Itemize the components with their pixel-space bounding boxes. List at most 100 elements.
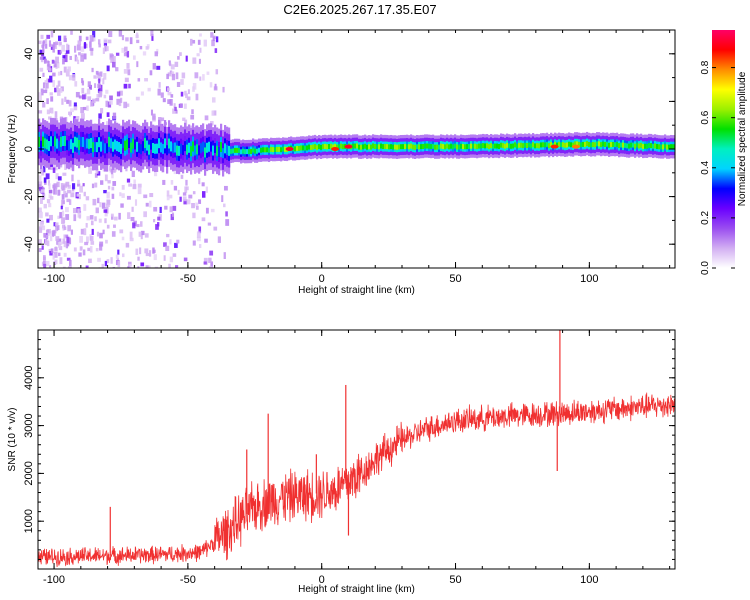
heatmap-band-cell [486, 143, 489, 149]
heatmap-band-cell [438, 144, 441, 150]
heatmap-band-cell [476, 144, 479, 150]
heatmap-noise-cell [50, 96, 54, 102]
heatmap-noise-cell [70, 108, 74, 113]
heatmap-band-cell [364, 143, 367, 149]
heatmap-noise-cell [94, 83, 97, 88]
heatmap-x-tick-label: 0 [319, 273, 325, 285]
heatmap-noise-cell [151, 33, 154, 41]
heatmap-band-cell [466, 144, 469, 150]
heatmap-noise-cell [132, 222, 136, 229]
heatmap-noise-cell [82, 94, 86, 100]
heatmap-noise-cell [80, 106, 85, 114]
heatmap-noise-cell [169, 206, 173, 213]
heatmap-noise-cell [107, 185, 111, 190]
heatmap-band-cell [376, 144, 379, 150]
heatmap-peak [331, 147, 340, 151]
heatmap-band-cell [368, 144, 371, 150]
heatmap-band-cell [116, 141, 119, 152]
heatmap-noise-cell [76, 193, 80, 197]
heatmap-noise-cell [136, 61, 139, 68]
heatmap-noise-cell [99, 241, 104, 247]
heatmap-noise-cell [149, 193, 154, 198]
heatmap-noise-cell [92, 198, 97, 206]
heatmap-noise-cell [95, 169, 99, 174]
heatmap-band-cell [444, 144, 447, 150]
heatmap-band-cell [578, 141, 581, 147]
heatmap-noise-cell [55, 236, 60, 241]
heatmap-band-cell [220, 142, 223, 153]
heatmap-noise-cell [47, 180, 51, 186]
heatmap-noise-cell [62, 238, 66, 244]
heatmap-noise-cell [110, 257, 113, 264]
snr-series-line [38, 392, 675, 568]
heatmap-noise-cell [185, 55, 188, 62]
heatmap-noise-cell [42, 47, 45, 53]
heatmap-noise-cell [136, 39, 140, 44]
heatmap-noise-cell [121, 47, 126, 53]
heatmap-noise-cell [80, 228, 84, 235]
heatmap-noise-cell [64, 192, 68, 198]
heatmap-noise-cell [57, 49, 61, 55]
colorbar-tick-label: 0.2 [700, 211, 711, 225]
heatmap-noise-cell [170, 213, 174, 221]
heatmap-noise-cell [142, 51, 147, 56]
heatmap-band-cell [616, 141, 619, 147]
heatmap-noise-cell [153, 206, 158, 212]
heatmap-noise-cell [48, 214, 53, 221]
heatmap-noise-cell [173, 185, 178, 191]
heatmap-noise-cell [77, 40, 82, 46]
heatmap-noise-cell [149, 70, 153, 76]
heatmap-noise-cell [66, 242, 70, 247]
heatmap-band-cell [268, 147, 271, 153]
heatmap-band-cell [304, 145, 307, 151]
heatmap-noise-cell [45, 43, 48, 49]
heatmap-noise-cell [55, 173, 59, 180]
heatmap-band-cell [406, 143, 409, 149]
heatmap-noise-cell [192, 39, 196, 44]
heatmap-band-cell [414, 144, 417, 150]
heatmap-band-cell [540, 142, 543, 148]
heatmap-band-cell [124, 140, 127, 151]
heatmap-band-cell [186, 144, 189, 155]
heatmap-noise-cell [169, 194, 173, 199]
heatmap-band-cell [150, 139, 153, 150]
heatmap-noise-cell [54, 246, 57, 251]
heatmap-noise-cell [77, 208, 80, 214]
heatmap-band-cell [410, 143, 413, 149]
heatmap-noise-cell [80, 46, 85, 52]
heatmap-band-cell [378, 144, 381, 150]
heatmap-noise-cell [112, 266, 116, 268]
heatmap-noise-cell [52, 46, 55, 53]
heatmap-noise-cell [45, 260, 50, 266]
heatmap-band-cell [356, 143, 359, 149]
heatmap-noise-cell [199, 33, 202, 37]
heatmap-noise-cell [140, 233, 143, 240]
heatmap-noise-cell [87, 247, 91, 252]
heatmap-noise-cell [50, 248, 54, 254]
heatmap-noise-cell [72, 74, 76, 81]
heatmap-noise-cell [123, 69, 128, 74]
heatmap-noise-cell [169, 70, 173, 75]
heatmap-band-cell [138, 143, 141, 154]
heatmap-band-cell [560, 142, 563, 148]
heatmap-noise-cell [169, 256, 174, 263]
heatmap-noise-cell [78, 214, 81, 219]
heatmap-noise-cell [62, 200, 65, 205]
heatmap-noise-cell [105, 89, 109, 94]
heatmap-band-cell [600, 142, 603, 148]
snr-plot-area [38, 330, 675, 568]
heatmap-noise-cell [105, 203, 110, 208]
heatmap-noise-cell [145, 252, 150, 257]
heatmap-band-cell [330, 143, 333, 149]
heatmap-noise-cell [40, 198, 43, 204]
heatmap-noise-cell [134, 199, 138, 206]
heatmap-band-cell [526, 143, 529, 149]
heatmap-noise-cell [126, 195, 131, 200]
heatmap-band-cell [312, 144, 315, 150]
heatmap-band-cell [106, 143, 109, 154]
heatmap-noise-cell [43, 263, 47, 268]
heatmap-noise-cell [38, 175, 42, 182]
heatmap-band-cell [224, 143, 227, 154]
heatmap-noise-cell [66, 189, 71, 194]
heatmap-band-cell [54, 136, 57, 147]
